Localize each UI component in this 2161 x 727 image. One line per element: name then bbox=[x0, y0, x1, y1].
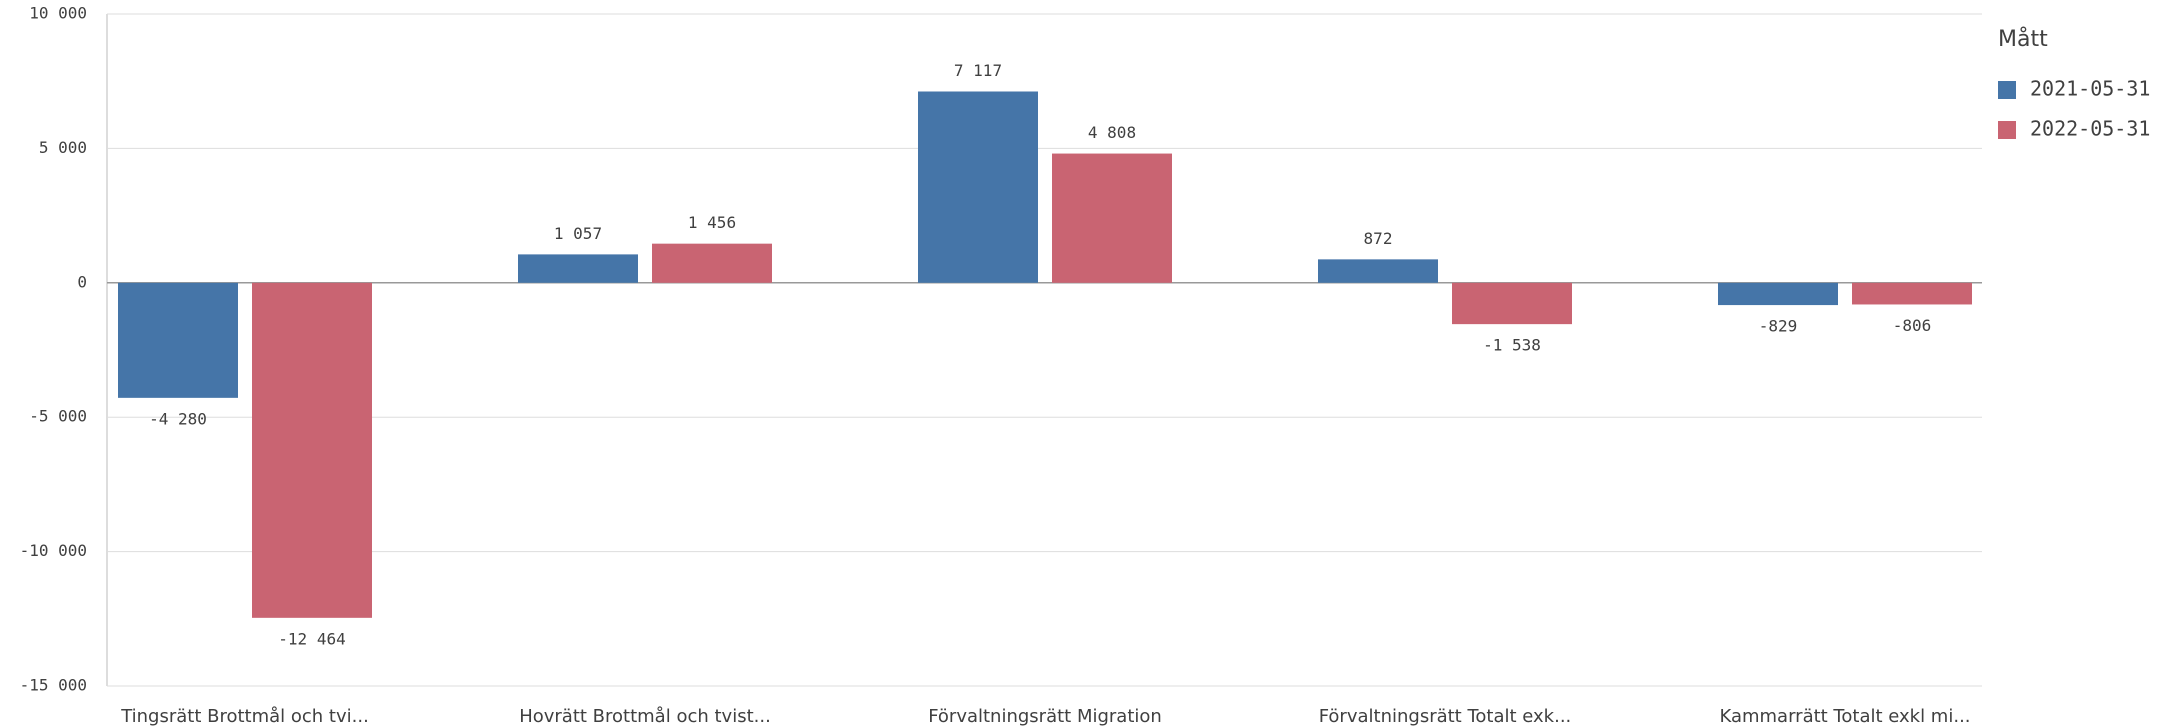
y-tick-label: -10 000 bbox=[20, 541, 87, 560]
x-tick-label: Tingsrätt Brottmål och tvi... bbox=[120, 706, 369, 727]
bar bbox=[652, 243, 772, 283]
y-tick-label: 5 000 bbox=[39, 138, 87, 157]
x-tick-label: Kammarrätt Totalt exkl mi... bbox=[1719, 706, 1970, 727]
bar bbox=[252, 282, 372, 618]
y-tick-label: -15 000 bbox=[20, 676, 87, 695]
bar bbox=[1452, 282, 1572, 325]
value-label: 7 117 bbox=[954, 61, 1002, 80]
x-tick-label: Hovrätt Brottmål och tvist... bbox=[519, 706, 771, 727]
x-tick-label: Förvaltningsrätt Totalt exk... bbox=[1319, 706, 1572, 727]
bar bbox=[518, 254, 638, 283]
value-label: -829 bbox=[1759, 317, 1798, 336]
legend-title: Mått bbox=[1998, 26, 2048, 52]
value-label: -12 464 bbox=[278, 629, 345, 648]
value-label: -1 538 bbox=[1483, 336, 1541, 355]
y-tick-label: -5 000 bbox=[29, 407, 87, 426]
bar bbox=[918, 91, 1038, 283]
bar bbox=[1052, 153, 1172, 283]
bar bbox=[1852, 282, 1972, 305]
value-label: 1 456 bbox=[688, 213, 736, 232]
y-tick-label: 0 bbox=[77, 272, 87, 291]
value-label: -806 bbox=[1893, 316, 1932, 335]
legend-swatch bbox=[1998, 121, 2016, 139]
legend-swatch bbox=[1998, 81, 2016, 99]
value-label: 4 808 bbox=[1088, 123, 1136, 142]
legend-label: 2021-05-31 bbox=[2030, 77, 2150, 101]
legend-label: 2022-05-31 bbox=[2030, 117, 2150, 141]
x-tick-label: Förvaltningsrätt Migration bbox=[928, 706, 1162, 727]
value-label: 872 bbox=[1364, 229, 1393, 248]
value-label: -4 280 bbox=[149, 409, 207, 428]
bar bbox=[118, 282, 238, 398]
value-label: 1 057 bbox=[554, 224, 602, 243]
bar bbox=[1718, 282, 1838, 306]
bar bbox=[1318, 259, 1438, 283]
y-tick-label: 10 000 bbox=[29, 4, 87, 23]
